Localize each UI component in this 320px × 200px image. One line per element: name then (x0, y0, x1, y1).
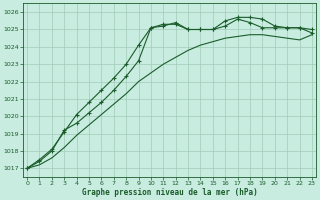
X-axis label: Graphe pression niveau de la mer (hPa): Graphe pression niveau de la mer (hPa) (82, 188, 257, 197)
